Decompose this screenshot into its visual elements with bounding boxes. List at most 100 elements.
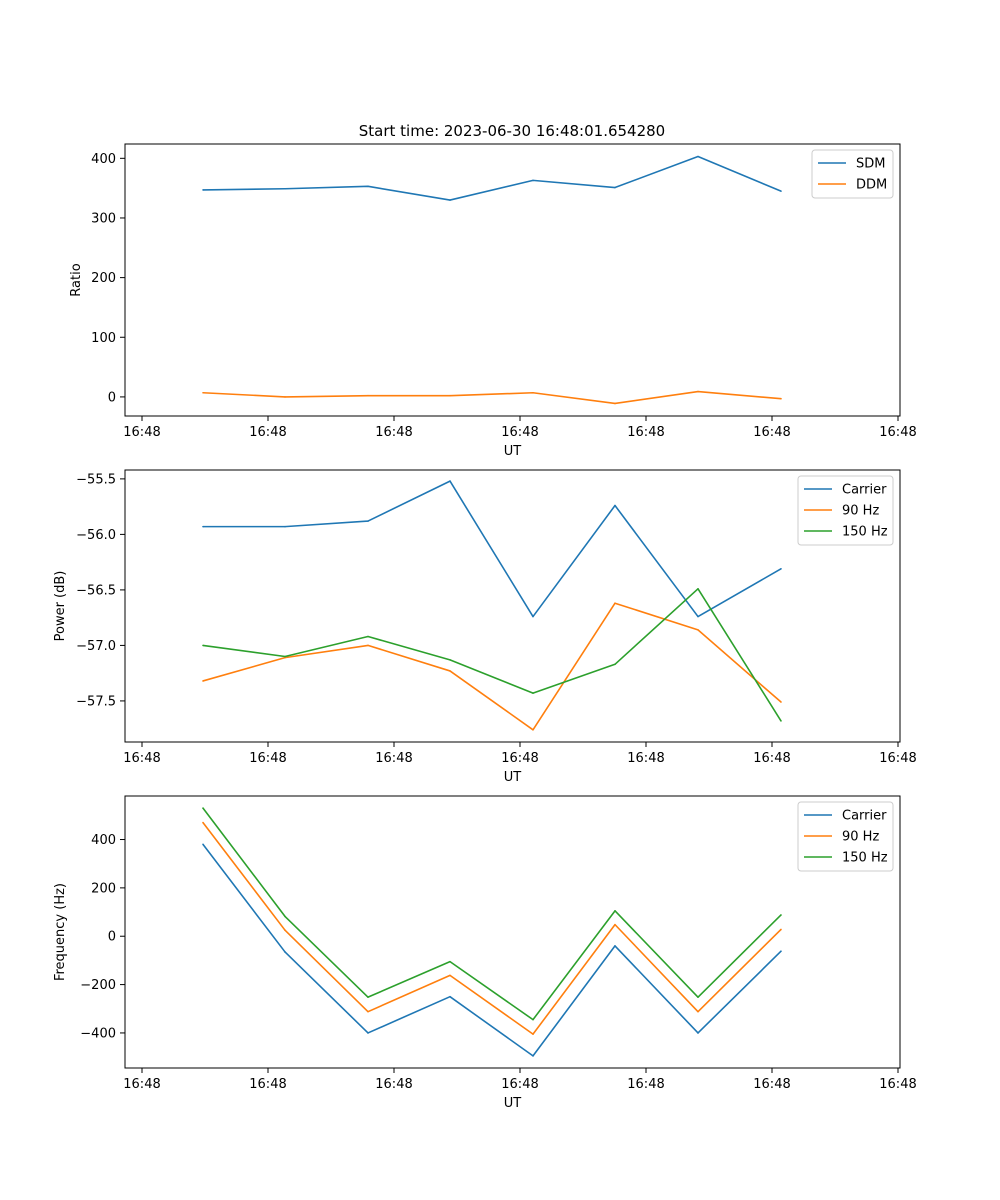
x-tick-label: 16:48 (501, 751, 538, 766)
y-axis-label: Ratio (69, 263, 84, 296)
x-tick-label: 16:48 (123, 425, 160, 440)
data-point-150-hz (780, 720, 782, 722)
data-point-carrier (532, 615, 534, 618)
x-axis-label: UT (504, 1096, 522, 1111)
data-point-carrier (284, 951, 286, 953)
x-tick-label: 16:48 (123, 751, 160, 766)
legend-box (797, 801, 894, 872)
x-tick-label: 16:48 (879, 1077, 916, 1092)
x-tick-label: 16:48 (375, 425, 412, 440)
y-tick-label: 200 (91, 271, 116, 286)
x-tick-label: 16:48 (375, 751, 412, 766)
legend-label: 150 Hz (842, 525, 888, 540)
subplot-3: 16:48 16:48 16:48 16:48 16:48 16:48 16:48 −400 −… (53, 795, 917, 1111)
y-tick-label: 0 (108, 390, 116, 405)
series-line-90-hz (202, 822, 782, 1035)
data-point-150-hz (449, 659, 451, 661)
series-line-carrier (202, 843, 782, 1057)
data-point-carrier (532, 1055, 534, 1057)
legend-label: Carrier (842, 809, 887, 824)
data-point-carrier (780, 950, 782, 953)
data-point-90-hz (614, 923, 616, 926)
data-point-ddm (780, 397, 782, 400)
data-point-sdm (532, 179, 534, 182)
x-tick-label: 16:48 (753, 1077, 790, 1092)
legend-label: DDM (856, 178, 887, 193)
x-tick-label: 16:48 (123, 1077, 160, 1092)
data-point-ddm (284, 396, 286, 398)
x-axis-label: UT (504, 444, 522, 459)
x-tick-label: 16:48 (753, 425, 790, 440)
data-point-carrier (614, 945, 616, 947)
y-tick-label: −400 (80, 1026, 116, 1041)
series-line-150-hz (202, 807, 782, 1021)
x-tick-label: 16:48 (627, 425, 664, 440)
data-point-90-hz (449, 670, 451, 672)
legend-label: 90 Hz (842, 830, 879, 845)
y-tick-label: 300 (91, 211, 116, 226)
y-tick-label: −56.5 (76, 583, 116, 598)
data-point-90-hz (202, 680, 204, 682)
x-tick-label: 16:48 (879, 425, 916, 440)
data-point-150-hz (367, 996, 369, 998)
data-point-90-hz (697, 629, 699, 631)
data-point-carrier (697, 1032, 699, 1034)
data-point-150-hz (697, 996, 699, 998)
legend-box (797, 475, 894, 546)
data-point-150-hz (449, 960, 451, 963)
data-point-150-hz (202, 807, 204, 809)
data-point-150-hz (532, 692, 534, 694)
legend-label: Carrier (842, 483, 887, 498)
data-point-carrier (367, 520, 369, 522)
subplot-1: 16:48 16:48 16:48 16:48 16:48 16:48 16:48 0 100 2… (69, 143, 917, 459)
y-tick-label: −56.0 (76, 528, 116, 543)
data-point-90-hz (449, 974, 451, 977)
x-tick-label: 16:48 (249, 425, 286, 440)
legend: Carrier 90 Hz 150 Hz (797, 801, 894, 872)
x-tick-label: 16:48 (375, 1077, 412, 1092)
data-point-carrier (614, 504, 616, 507)
data-point-ddm (532, 391, 534, 394)
y-tick-label: 400 (91, 152, 116, 167)
y-tick-label: 200 (91, 881, 116, 896)
y-axis-label: Power (dB) (53, 571, 68, 642)
data-point-90-hz (367, 1010, 369, 1013)
data-point-150-hz (367, 635, 369, 638)
data-point-150-hz (532, 1018, 534, 1021)
plot-frame (124, 469, 901, 743)
x-tick-label: 16:48 (627, 1077, 664, 1092)
x-axis-label: UT (504, 770, 522, 785)
data-point-150-hz (614, 663, 616, 666)
data-point-sdm (367, 185, 369, 188)
data-point-sdm (284, 187, 286, 190)
series-line-sdm (202, 155, 782, 201)
x-tick-label: 16:48 (501, 1077, 538, 1092)
data-point-sdm (202, 189, 204, 191)
data-point-90-hz (532, 1033, 534, 1035)
data-point-150-hz (202, 644, 204, 647)
data-point-150-hz (284, 915, 286, 918)
y-tick-label: −55.5 (76, 472, 116, 487)
subplots: 16:48 16:48 16:48 16:48 16:48 16:48 16:48 0 100 2… (53, 143, 917, 1111)
data-point-carrier (449, 995, 451, 998)
data-point-ddm (449, 394, 451, 397)
y-tick-label: 100 (91, 331, 116, 346)
x-tick-label: 16:48 (627, 751, 664, 766)
plot-frame (124, 143, 901, 417)
data-point-carrier (780, 568, 782, 570)
data-point-90-hz (202, 821, 204, 824)
y-tick-label: −57.0 (76, 639, 116, 654)
x-tick-label: 16:48 (249, 751, 286, 766)
x-tick-label: 16:48 (249, 1077, 286, 1092)
x-tick-label: 16:48 (879, 751, 916, 766)
y-tick-label: −200 (80, 978, 116, 993)
legend-label: 150 Hz (842, 851, 888, 866)
data-point-carrier (449, 480, 451, 482)
data-point-150-hz (284, 655, 286, 658)
y-tick-label: 400 (91, 833, 116, 848)
data-point-90-hz (697, 1010, 699, 1013)
data-point-90-hz (284, 929, 286, 931)
y-tick-label: 0 (108, 930, 116, 945)
